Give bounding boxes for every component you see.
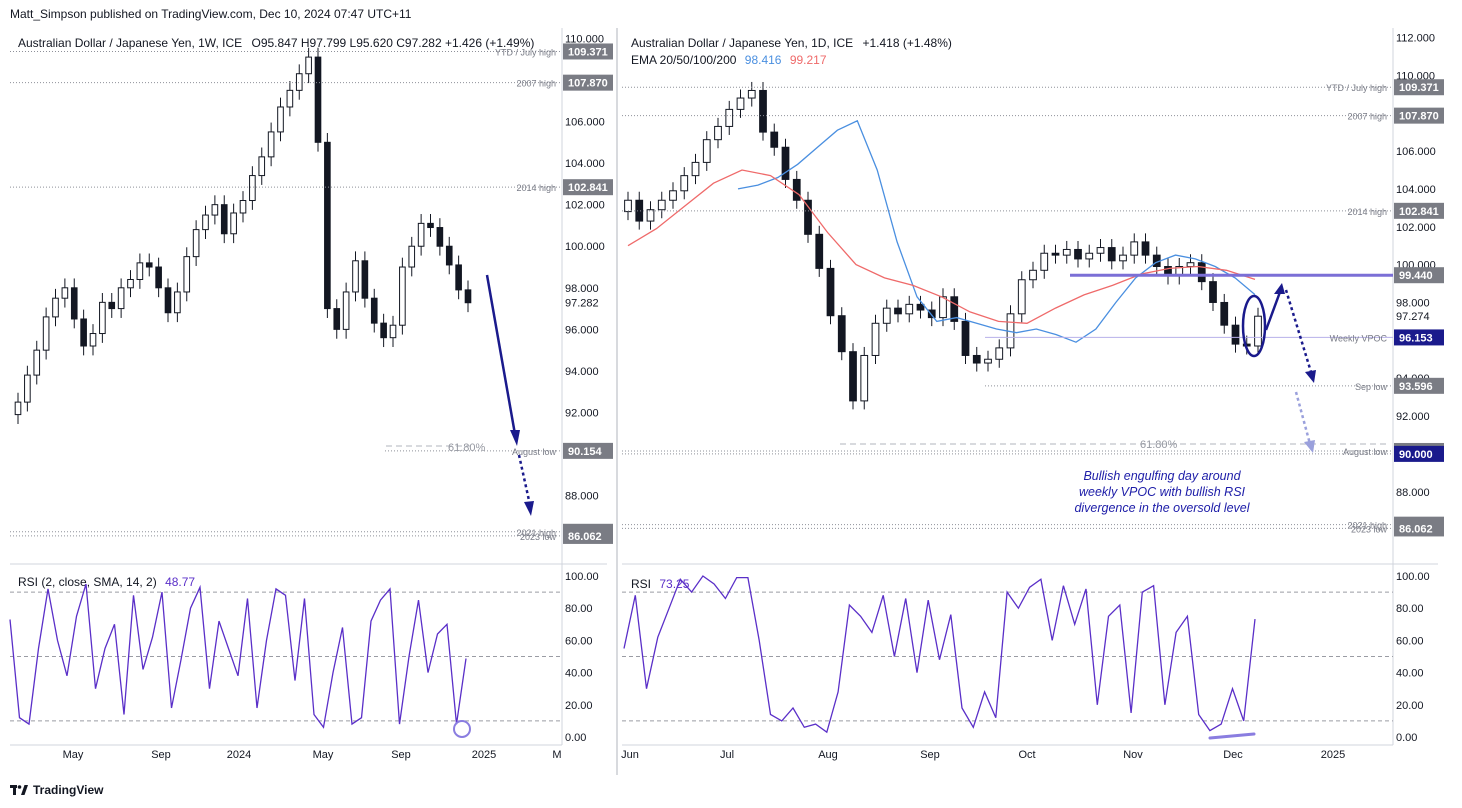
ema-label: EMA 20/50/100/200 <box>631 53 737 67</box>
right-ema-legend: EMA 20/50/100/200 98.416 99.217 <box>631 53 827 67</box>
left-chart-title: Australian Dollar / Japanese Yen, 1W, IC… <box>18 36 534 50</box>
ema-slow-value: 99.217 <box>789 53 827 67</box>
right-symbol-title: Australian Dollar / Japanese Yen, 1D, IC… <box>631 36 854 50</box>
annotation-line-3: divergence in the oversold level <box>1074 501 1250 515</box>
publisher-header: Matt_Simpson published on TradingView.co… <box>10 7 412 21</box>
footer-brand: TradingView <box>10 783 103 797</box>
right-daily-chart[interactable]: Australian Dollar / Japanese Yen, 1D, IC… <box>620 0 1462 775</box>
tradingview-logo-icon <box>10 785 28 795</box>
left-rsi-title: RSI (2, close, SMA, 14, 2) 48.77 <box>18 575 195 589</box>
right-rsi-value: 73.25 <box>659 577 690 591</box>
right-chart-title: Australian Dollar / Japanese Yen, 1D, IC… <box>631 36 952 50</box>
right-change-readout: +1.418 (+1.48%) <box>862 36 952 50</box>
left-ohlc-readout: O95.847 H97.799 L95.620 C97.282 +1.426 (… <box>251 36 535 50</box>
left-weekly-chart[interactable]: Australian Dollar / Japanese Yen, 1W, IC… <box>0 0 620 775</box>
ema-fast-value: 98.416 <box>744 53 782 67</box>
right-rsi-title: RSI 73.25 <box>631 577 689 591</box>
annotation-text: Bullish engulfing day around weekly VPOC… <box>1032 468 1292 516</box>
left-rsi-value: 48.77 <box>165 575 196 589</box>
annotation-line-2: weekly VPOC with bullish RSI <box>1078 485 1246 499</box>
annotation-line-1: Bullish engulfing day around <box>1083 469 1241 483</box>
footer-brand-text: TradingView <box>33 783 104 797</box>
right-rsi-label: RSI <box>631 577 652 591</box>
left-rsi-label: RSI (2, close, SMA, 14, 2) <box>18 575 157 589</box>
left-symbol-title: Australian Dollar / Japanese Yen, 1W, IC… <box>18 36 243 50</box>
